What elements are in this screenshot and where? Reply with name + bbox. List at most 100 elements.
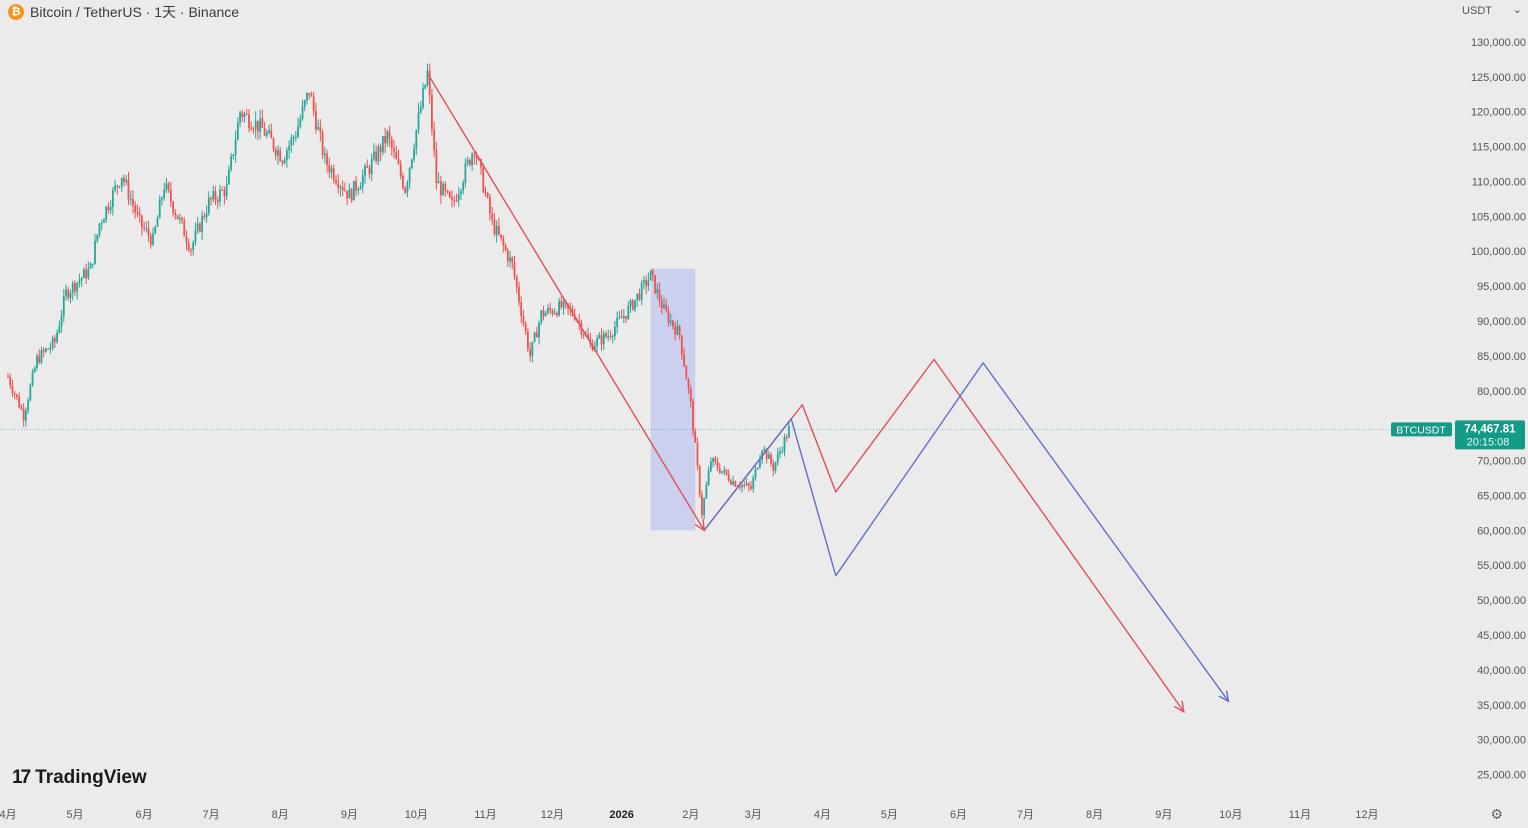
candle-body	[547, 307, 549, 313]
candle-body	[207, 197, 210, 214]
tradingview-mark-icon: 17	[12, 767, 31, 788]
candle-body	[328, 165, 331, 173]
candle-body	[393, 148, 395, 152]
candle-body	[227, 169, 230, 185]
candle-body	[125, 179, 128, 182]
candle-body	[196, 223, 199, 231]
candle-body	[352, 180, 355, 201]
candle-body	[687, 379, 690, 389]
candle-body	[254, 120, 257, 130]
candle-body	[100, 222, 103, 224]
candle-body	[705, 485, 708, 499]
candle-body	[783, 436, 786, 452]
candle-body	[24, 410, 27, 421]
y-tick-label: 125,000.00	[1471, 72, 1526, 84]
candle-body	[109, 207, 112, 211]
candle-body	[651, 270, 654, 276]
candle-body	[248, 113, 250, 128]
candle-body	[631, 300, 634, 310]
candle-body	[330, 168, 333, 173]
candle-body	[629, 300, 632, 307]
candle-body	[444, 183, 447, 191]
candle-body	[373, 151, 375, 160]
candle-body	[346, 190, 349, 199]
candle-body	[294, 137, 297, 139]
currency-label[interactable]: USDT	[1462, 5, 1492, 17]
candle-body	[417, 112, 420, 131]
candle-body	[31, 371, 34, 386]
x-tick-label: 9月	[1155, 809, 1172, 821]
candle-body	[714, 458, 717, 462]
candle-body	[161, 197, 163, 200]
candle-body	[388, 131, 391, 140]
candle-body	[785, 436, 788, 438]
candle-body	[750, 486, 752, 489]
candle-body	[743, 484, 746, 486]
candle-body	[707, 470, 710, 486]
candle-body	[176, 215, 179, 220]
candle-body	[774, 462, 777, 471]
candle-body	[225, 184, 228, 197]
x-tick-label: 6月	[950, 809, 967, 821]
candle-body	[11, 385, 14, 394]
x-tick-label: 4月	[0, 809, 17, 821]
candle-body	[252, 129, 255, 131]
candle-body	[399, 163, 402, 176]
candle-body	[495, 225, 498, 235]
candle-body	[368, 167, 371, 174]
candle-body	[65, 289, 67, 297]
candle-body	[49, 347, 52, 350]
candle-body	[127, 179, 130, 200]
y-tick-label: 45,000.00	[1477, 630, 1526, 642]
candle-body	[605, 333, 607, 337]
x-tick-label: 10月	[1219, 809, 1242, 821]
symbol-title[interactable]: ₿ Bitcoin / TetherUS · 1天 · Binance	[8, 3, 239, 21]
candle-body	[303, 100, 306, 107]
candle-body	[435, 150, 438, 184]
candle-body	[149, 235, 152, 245]
candle-body	[194, 230, 197, 243]
candle-body	[419, 107, 422, 113]
candle-body	[451, 197, 453, 201]
candle-body	[765, 449, 768, 459]
candle-body	[91, 263, 94, 265]
candle-body	[471, 154, 473, 165]
candle-body	[377, 146, 380, 162]
x-tick-label: 11月	[1289, 809, 1311, 821]
candle-body	[712, 458, 714, 462]
candle-body	[759, 459, 761, 468]
candle-body	[297, 126, 299, 138]
candle-body	[395, 151, 398, 160]
y-tick-label: 50,000.00	[1477, 595, 1526, 607]
candle-body	[484, 192, 487, 194]
candle-body	[696, 442, 699, 466]
candle-body	[56, 332, 58, 343]
candle-body	[62, 296, 65, 316]
candle-body	[85, 269, 87, 279]
candle-body	[703, 498, 706, 516]
candle-body	[462, 182, 465, 191]
candle-body	[245, 113, 248, 115]
candle-body	[779, 451, 781, 454]
candle-body	[384, 135, 386, 144]
candle-body	[308, 92, 311, 95]
candle-body	[741, 484, 743, 488]
candle-body	[259, 118, 262, 132]
candle-body	[13, 393, 16, 395]
y-tick-label: 115,000.00	[1472, 142, 1526, 154]
candle-body	[45, 348, 47, 352]
candle-body	[29, 385, 32, 401]
candle-body	[169, 189, 172, 203]
candle-body	[609, 335, 612, 338]
candle-body	[553, 312, 556, 314]
candle-body	[103, 219, 105, 223]
candle-body	[22, 409, 25, 421]
candle-body	[535, 332, 538, 338]
candle-body	[558, 301, 561, 316]
gear-icon[interactable]: ⚙	[1490, 806, 1503, 822]
currency-dropdown-icon[interactable]: ⌄	[1512, 4, 1522, 16]
candle-body	[268, 130, 270, 133]
symbol-price-tag	[1391, 422, 1452, 437]
candle-body	[455, 200, 458, 202]
